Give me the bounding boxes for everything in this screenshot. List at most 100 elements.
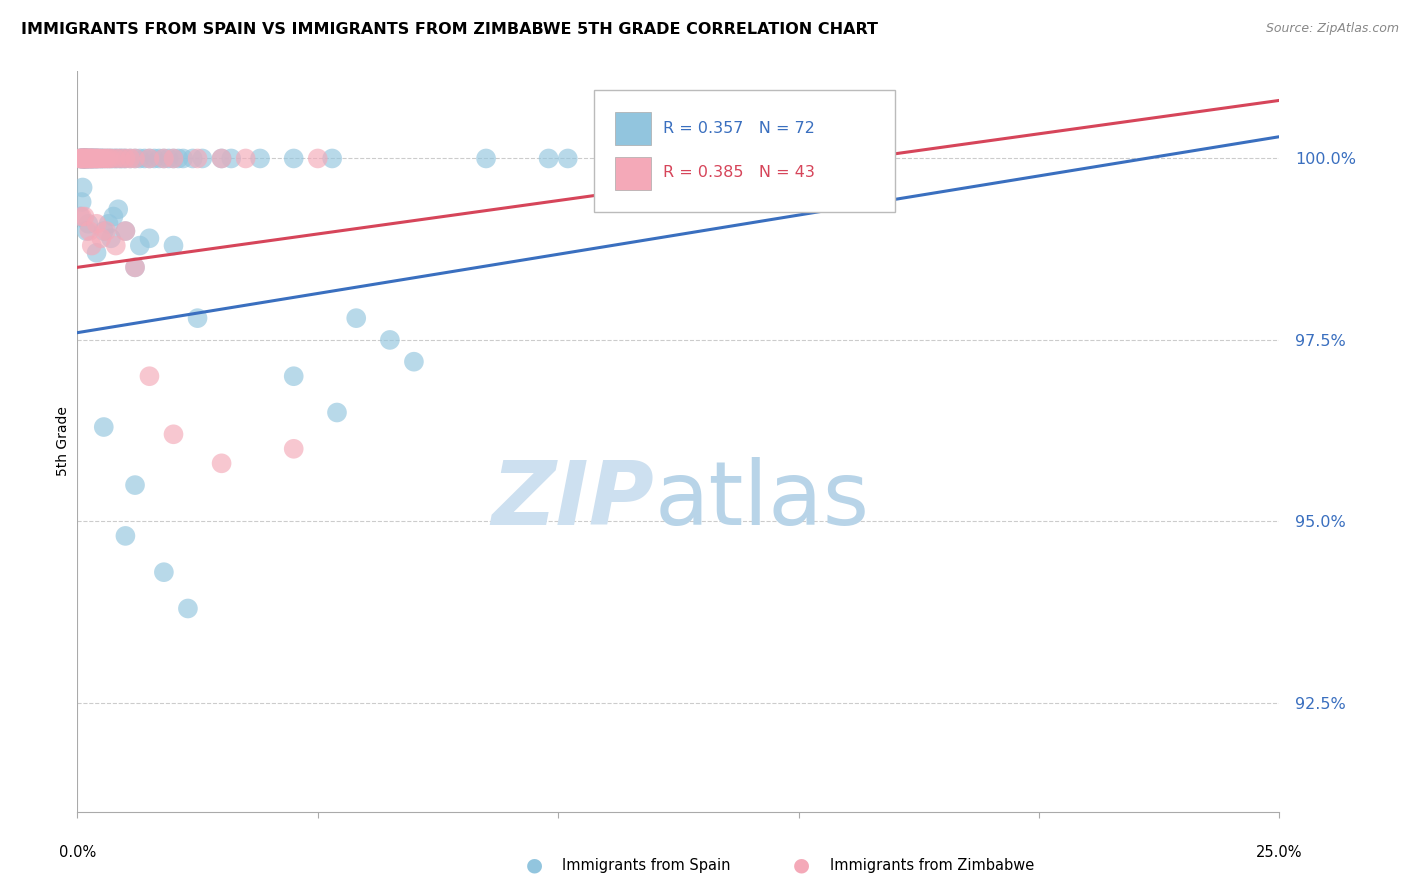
FancyBboxPatch shape bbox=[614, 112, 651, 145]
Point bbox=[138, 152, 160, 166]
Point bbox=[103, 210, 125, 224]
Text: Immigrants from Zimbabwe: Immigrants from Zimbabwe bbox=[830, 858, 1033, 872]
Point bbox=[124, 260, 146, 275]
Point bbox=[69, 152, 91, 166]
Point bbox=[73, 152, 96, 166]
Point bbox=[82, 152, 104, 166]
Point bbox=[283, 369, 305, 384]
Point bbox=[344, 311, 367, 326]
Point bbox=[70, 152, 93, 166]
Point bbox=[402, 354, 425, 368]
Point bbox=[475, 152, 498, 166]
Point bbox=[86, 217, 108, 231]
Point bbox=[76, 152, 98, 166]
Point bbox=[219, 152, 242, 166]
Point bbox=[114, 224, 136, 238]
Point bbox=[211, 152, 233, 166]
Point bbox=[96, 152, 118, 166]
Point bbox=[73, 152, 96, 166]
Point bbox=[72, 180, 94, 194]
Point bbox=[79, 224, 101, 238]
Point bbox=[69, 152, 91, 166]
Point bbox=[162, 427, 184, 442]
Point bbox=[110, 152, 132, 166]
Point bbox=[73, 152, 96, 166]
Point bbox=[103, 152, 125, 166]
Point bbox=[134, 152, 156, 166]
Point bbox=[73, 152, 96, 166]
FancyBboxPatch shape bbox=[595, 90, 894, 212]
Point bbox=[93, 420, 115, 434]
Point bbox=[73, 152, 96, 166]
Point bbox=[70, 194, 93, 209]
Point bbox=[83, 152, 105, 166]
Point bbox=[76, 152, 98, 166]
Point bbox=[148, 152, 170, 166]
Point bbox=[70, 152, 93, 166]
Point bbox=[80, 152, 103, 166]
Point bbox=[87, 152, 110, 166]
Point bbox=[138, 369, 160, 384]
Text: Source: ZipAtlas.com: Source: ZipAtlas.com bbox=[1265, 22, 1399, 36]
Point bbox=[93, 152, 115, 166]
Point bbox=[86, 152, 108, 166]
Point bbox=[84, 152, 107, 166]
Text: Immigrants from Spain: Immigrants from Spain bbox=[562, 858, 731, 872]
Text: ●: ● bbox=[793, 855, 810, 875]
Point bbox=[211, 152, 233, 166]
Point bbox=[72, 152, 94, 166]
Text: R = 0.385   N = 43: R = 0.385 N = 43 bbox=[662, 165, 814, 180]
Point bbox=[110, 152, 132, 166]
Text: 25.0%: 25.0% bbox=[1256, 845, 1303, 860]
Point bbox=[80, 152, 103, 166]
Point bbox=[83, 152, 105, 166]
Point bbox=[70, 210, 93, 224]
Point bbox=[72, 152, 94, 166]
Point bbox=[778, 152, 800, 166]
Point bbox=[124, 478, 146, 492]
Point bbox=[70, 152, 93, 166]
Point bbox=[138, 231, 160, 245]
Point bbox=[86, 245, 108, 260]
Point bbox=[83, 152, 105, 166]
Point bbox=[90, 152, 112, 166]
Point bbox=[104, 152, 127, 166]
Point bbox=[186, 311, 209, 326]
Point bbox=[75, 224, 97, 238]
Point bbox=[104, 238, 127, 252]
Point bbox=[114, 152, 136, 166]
Text: R = 0.357   N = 72: R = 0.357 N = 72 bbox=[662, 121, 814, 136]
Point bbox=[69, 210, 91, 224]
Point bbox=[72, 152, 94, 166]
Point bbox=[124, 260, 146, 275]
Y-axis label: 5th Grade: 5th Grade bbox=[56, 407, 70, 476]
Point bbox=[100, 152, 122, 166]
Point bbox=[283, 442, 305, 456]
Point bbox=[87, 152, 110, 166]
Point bbox=[378, 333, 401, 347]
Point bbox=[321, 152, 343, 166]
Point bbox=[97, 152, 120, 166]
Text: atlas: atlas bbox=[654, 458, 869, 544]
Point bbox=[186, 152, 209, 166]
Point bbox=[307, 152, 329, 166]
Point bbox=[90, 231, 112, 245]
Point bbox=[79, 152, 101, 166]
Point bbox=[75, 152, 97, 166]
Point bbox=[79, 152, 101, 166]
Point bbox=[143, 152, 166, 166]
Point bbox=[283, 152, 305, 166]
Point bbox=[235, 152, 257, 166]
Point bbox=[80, 238, 103, 252]
Point bbox=[107, 152, 129, 166]
Point bbox=[76, 152, 98, 166]
Point bbox=[153, 152, 176, 166]
Point bbox=[124, 152, 146, 166]
Point bbox=[73, 210, 96, 224]
Point bbox=[537, 152, 560, 166]
Point bbox=[86, 152, 108, 166]
Point bbox=[138, 152, 160, 166]
Point bbox=[75, 152, 97, 166]
Point bbox=[86, 152, 108, 166]
Point bbox=[211, 456, 233, 470]
